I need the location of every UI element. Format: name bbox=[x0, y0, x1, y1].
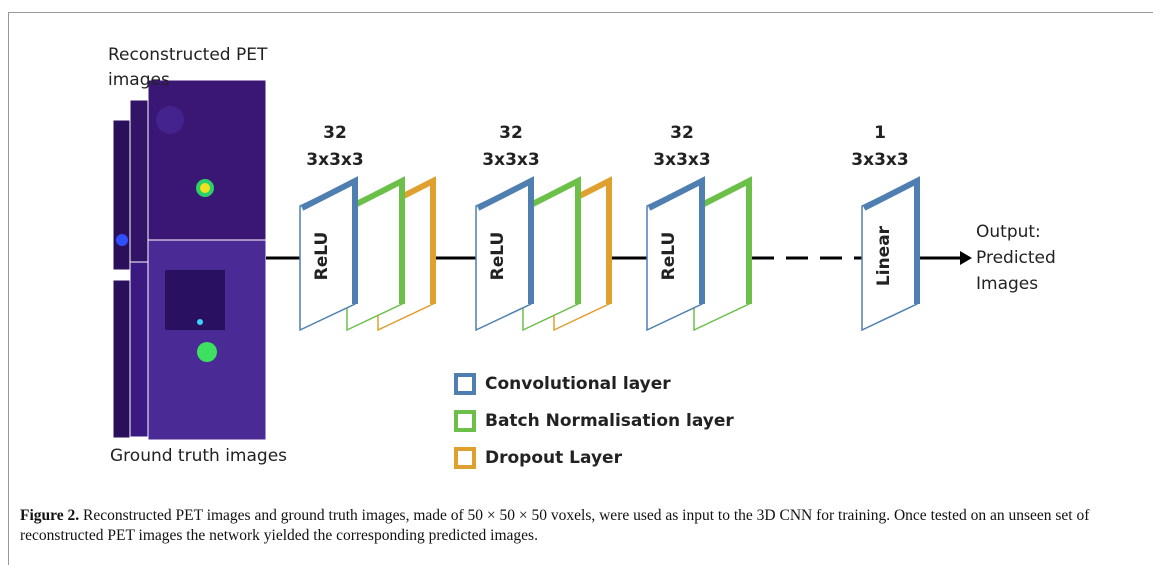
kernel-size: 3x3x3 bbox=[306, 150, 363, 170]
layer-edge bbox=[476, 176, 534, 304]
arrow-head bbox=[960, 251, 972, 265]
input-images bbox=[112, 79, 267, 441]
layer-edge bbox=[694, 176, 752, 304]
layer-edge bbox=[862, 176, 920, 304]
activation: Linear bbox=[874, 225, 894, 286]
legend-swatch bbox=[454, 447, 476, 469]
legend-swatch bbox=[454, 410, 476, 432]
input-bottom-label: Ground truth images bbox=[110, 446, 287, 466]
activation: ReLU bbox=[312, 232, 332, 281]
layer-edge bbox=[300, 176, 358, 304]
legend-label: Dropout Layer bbox=[485, 448, 623, 468]
legend-label: Batch Normalisation layer bbox=[485, 411, 734, 431]
output-label: Images bbox=[976, 274, 1038, 294]
caption-label: Figure 2. bbox=[20, 507, 80, 524]
caption: Figure 2. Reconstructed PET images and g… bbox=[20, 506, 1130, 546]
kernel-size: 3x3x3 bbox=[653, 150, 710, 170]
activation: ReLU bbox=[659, 232, 679, 281]
filter-count: 32 bbox=[670, 123, 694, 143]
caption-text: Reconstructed PET images and ground trut… bbox=[20, 507, 1090, 544]
output-label: Predicted bbox=[976, 248, 1056, 268]
kernel-size: 3x3x3 bbox=[482, 150, 539, 170]
filter-count: 32 bbox=[499, 123, 523, 143]
input-top-label: images bbox=[108, 70, 170, 90]
legend-swatch bbox=[454, 373, 476, 395]
filter-count: 1 bbox=[874, 123, 886, 143]
diagram: Reconstructed PET images Ground truth im… bbox=[108, 45, 1056, 469]
activation: ReLU bbox=[488, 232, 508, 281]
filter-count: 32 bbox=[323, 123, 347, 143]
layer-edge bbox=[647, 176, 705, 304]
input-top-label: Reconstructed PET bbox=[108, 45, 268, 65]
legend-label: Convolutional layer bbox=[485, 374, 671, 394]
output-label: Output: bbox=[976, 222, 1041, 242]
figure-frame bbox=[8, 12, 1153, 565]
layer-edge bbox=[523, 176, 581, 304]
layer-edge bbox=[347, 176, 405, 304]
kernel-size: 3x3x3 bbox=[851, 150, 908, 170]
